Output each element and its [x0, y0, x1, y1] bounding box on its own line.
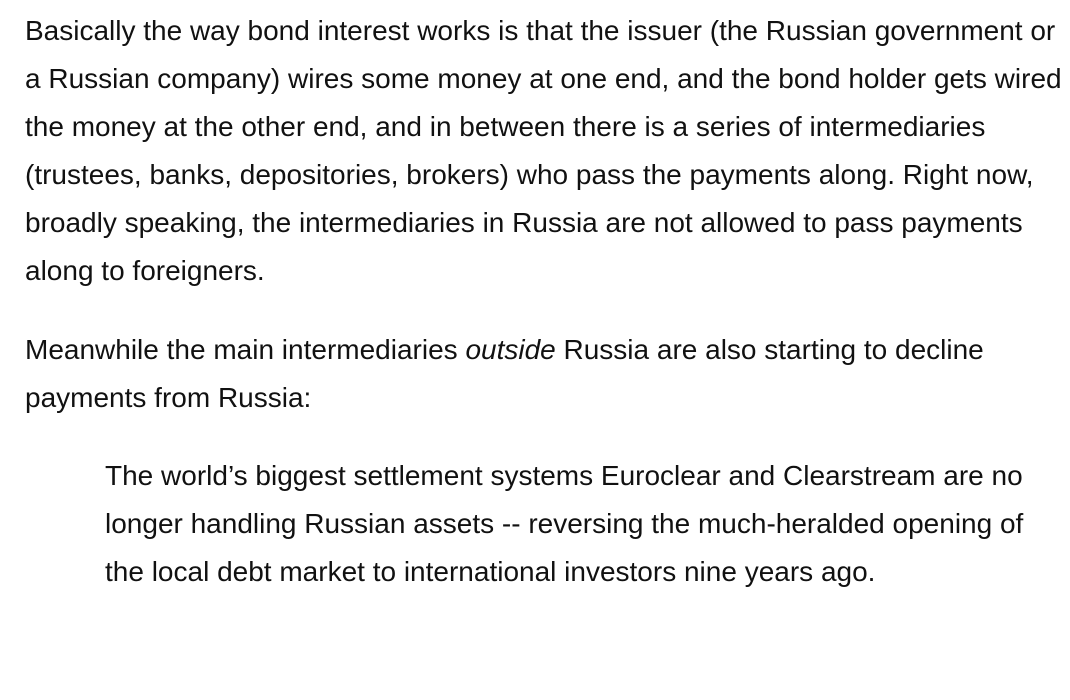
paragraph-text-start: Meanwhile the main intermediaries — [25, 334, 466, 365]
paragraph-outside-intermediaries: Meanwhile the main intermediaries outsid… — [25, 326, 1065, 422]
paragraph-text-end: Russia are also starting to decline paym… — [25, 334, 984, 413]
emphasis-outside: outside — [465, 334, 556, 365]
paragraph-bond-interest: Basically the way bond interest works is… — [25, 15, 1062, 286]
blockquote-settlement-systems: The world’s biggest settlement systems E… — [105, 460, 1024, 587]
